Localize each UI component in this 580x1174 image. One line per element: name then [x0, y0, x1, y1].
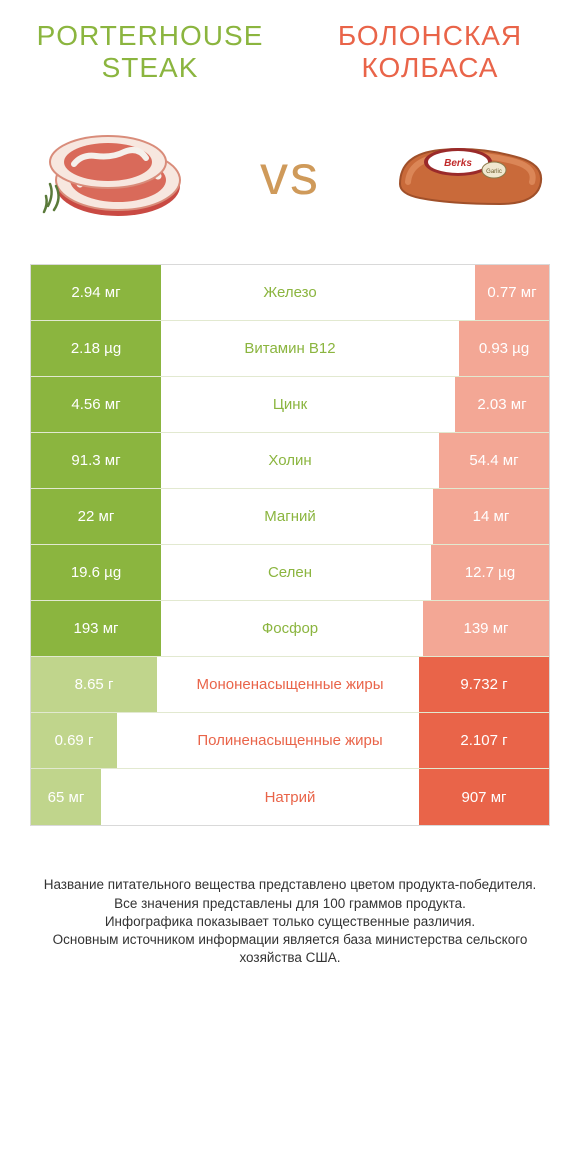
table-row: 19.6 µgСелен12.7 µg: [31, 545, 549, 601]
footer-text: Название питательного вещества представл…: [30, 876, 550, 967]
left-value: 91.3 мг: [31, 433, 161, 488]
food-image-left: [30, 114, 200, 234]
table-row: 2.94 мгЖелезо 0.77 мг: [31, 265, 549, 321]
table-row: 8.65 гМононенасыщенные жиры9.732 г: [31, 657, 549, 713]
footer-line: Все значения представлены для 100 граммо…: [30, 895, 550, 913]
food-image-right: Berks Garlic: [380, 114, 550, 234]
nutrient-label: Мононенасыщенные жиры: [161, 657, 419, 712]
right-cell-wrap: 139 мг: [419, 601, 549, 656]
table-row: 0.69 г Полиненасыщенные жиры2.107 г: [31, 713, 549, 769]
right-value: 0.77 мг: [475, 265, 549, 320]
right-cell-wrap: 2.03 мг: [419, 377, 549, 432]
nutrient-label: Холин: [161, 433, 419, 488]
footer-line: Название питательного вещества представл…: [30, 876, 550, 894]
nutrient-label: Натрий: [161, 769, 419, 825]
title-right: БОЛОНСКАЯ КОЛБАСА: [310, 20, 550, 84]
nutrient-label: Витамин B12: [161, 321, 419, 376]
right-value: 14 мг: [433, 489, 549, 544]
images-row: vs Berks Garlic: [0, 94, 580, 264]
left-cell-wrap: 193 мг: [31, 601, 161, 656]
left-value: 65 мг: [31, 769, 101, 825]
title-left: PORTERHOUSE STEAK: [30, 20, 270, 84]
left-value: 19.6 µg: [31, 545, 161, 600]
right-value: 9.732 г: [419, 657, 549, 712]
left-cell-wrap: 0.69 г: [31, 713, 161, 768]
nutrient-label: Цинк: [161, 377, 419, 432]
footer-line: Основным источником информации является …: [30, 931, 550, 967]
right-value: 12.7 µg: [431, 545, 549, 600]
nutrient-label: Железо: [161, 265, 419, 320]
right-cell-wrap: 907 мг: [419, 769, 549, 825]
right-cell-wrap: 54.4 мг: [419, 433, 549, 488]
left-value: 2.94 мг: [31, 265, 161, 320]
nutrient-label: Селен: [161, 545, 419, 600]
right-value: 0.93 µg: [459, 321, 549, 376]
table-row: 22 мгМагний 14 мг: [31, 489, 549, 545]
table-row: 193 мгФосфор139 мг: [31, 601, 549, 657]
right-value: 54.4 мг: [439, 433, 549, 488]
left-cell-wrap: 2.94 мг: [31, 265, 161, 320]
right-cell-wrap: 0.93 µg: [419, 321, 549, 376]
header: PORTERHOUSE STEAK БОЛОНСКАЯ КОЛБАСА: [0, 0, 580, 94]
left-cell-wrap: 4.56 мг: [31, 377, 161, 432]
left-cell-wrap: 65 мг: [31, 769, 161, 825]
table-row: 4.56 мгЦинк 2.03 мг: [31, 377, 549, 433]
comparison-table: 2.94 мгЖелезо 0.77 мг 2.18 µgВитамин B12 0.…: [30, 264, 550, 826]
right-cell-wrap: 9.732 г: [419, 657, 549, 712]
left-value: 2.18 µg: [31, 321, 161, 376]
left-cell-wrap: 22 мг: [31, 489, 161, 544]
nutrient-label: Полиненасыщенные жиры: [161, 713, 419, 768]
right-cell-wrap: 14 мг: [419, 489, 549, 544]
right-value: 907 мг: [419, 769, 549, 825]
left-value: 4.56 мг: [31, 377, 161, 432]
vs-label: vs: [260, 142, 320, 207]
table-row: 2.18 µgВитамин B12 0.93 µg: [31, 321, 549, 377]
footer-line: Инфографика показывает только существенн…: [30, 913, 550, 931]
right-cell-wrap: 12.7 µg: [419, 545, 549, 600]
left-value: 22 мг: [31, 489, 161, 544]
left-value: 8.65 г: [31, 657, 157, 712]
right-value: 139 мг: [423, 601, 549, 656]
table-row: 91.3 мгХолин 54.4 мг: [31, 433, 549, 489]
svg-text:Berks: Berks: [444, 158, 472, 169]
left-cell-wrap: 91.3 мг: [31, 433, 161, 488]
left-value: 193 мг: [31, 601, 161, 656]
right-value: 2.107 г: [419, 713, 549, 768]
left-cell-wrap: 19.6 µg: [31, 545, 161, 600]
left-cell-wrap: 2.18 µg: [31, 321, 161, 376]
right-value: 2.03 мг: [455, 377, 549, 432]
left-cell-wrap: 8.65 г: [31, 657, 161, 712]
nutrient-label: Фосфор: [161, 601, 419, 656]
table-row: 65 мг Натрий907 мг: [31, 769, 549, 825]
right-cell-wrap: 0.77 мг: [419, 265, 549, 320]
right-cell-wrap: 2.107 г: [419, 713, 549, 768]
left-value: 0.69 г: [31, 713, 117, 768]
svg-text:Garlic: Garlic: [486, 169, 502, 175]
nutrient-label: Магний: [161, 489, 419, 544]
